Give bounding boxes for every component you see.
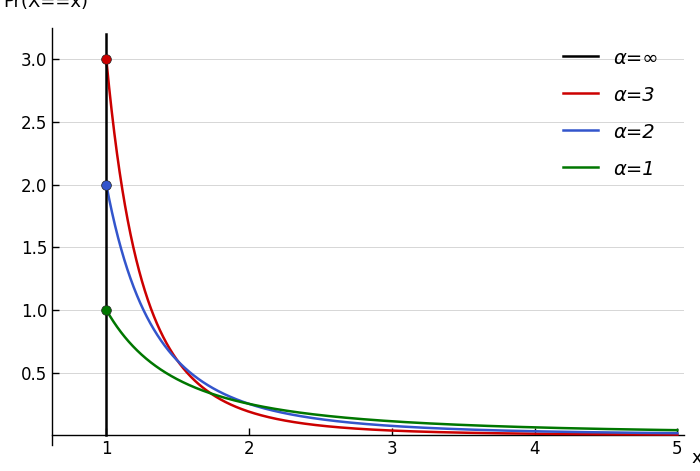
Legend: α=∞, α=3, α=2, α=1: α=∞, α=3, α=2, α=1: [553, 38, 668, 189]
Y-axis label: Pr(X==x): Pr(X==x): [4, 0, 88, 11]
X-axis label: x: x: [692, 449, 700, 467]
